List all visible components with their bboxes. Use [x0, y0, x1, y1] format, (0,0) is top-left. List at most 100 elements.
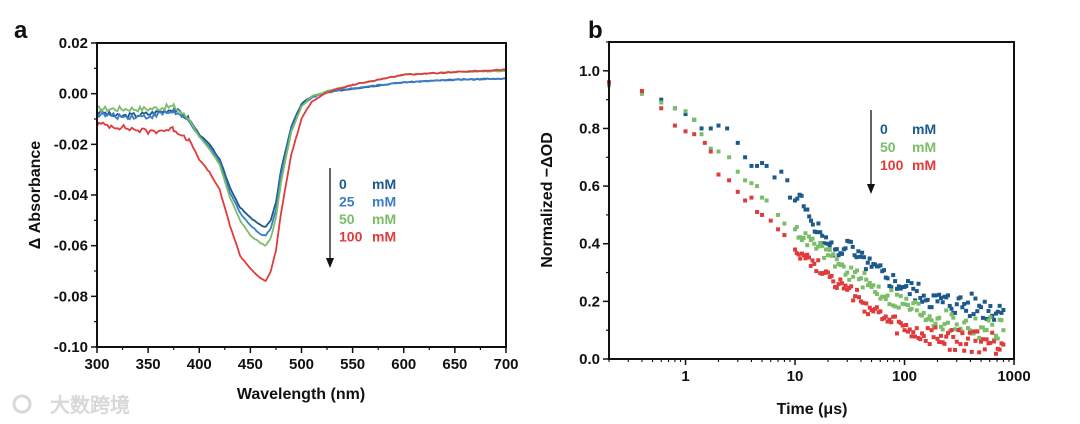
data-point-50mM	[925, 317, 930, 322]
data-point-50mM	[942, 322, 947, 327]
data-point-100mM	[878, 309, 883, 314]
data-point-50mM	[834, 257, 839, 262]
y-tick-label: 1.0	[579, 63, 600, 80]
panel-b-xlabel: Time (μs)	[777, 401, 848, 418]
data-point-50mM	[851, 274, 856, 279]
data-point-50mM	[898, 294, 903, 299]
data-point-0mM	[827, 243, 832, 248]
data-point-50mM	[849, 265, 854, 270]
data-point-50mM	[806, 234, 811, 239]
data-point-100mM	[949, 328, 954, 333]
data-point-100mM	[831, 279, 836, 284]
y-tick-label: -0.10	[54, 339, 88, 356]
data-point-0mM	[683, 112, 688, 117]
data-point-100mM	[735, 189, 740, 194]
data-point-100mM	[923, 338, 928, 343]
panel-a-frame	[96, 42, 507, 348]
data-point-50mM	[699, 132, 704, 137]
data-point-50mM	[798, 235, 803, 240]
data-point-0mM	[788, 195, 793, 200]
data-point-100mM	[834, 285, 839, 290]
data-point-50mM	[940, 327, 945, 332]
data-point-50mM	[894, 292, 899, 297]
data-point-0mM	[856, 249, 861, 254]
data-point-100mM	[743, 198, 748, 203]
data-point-100mM	[803, 256, 808, 261]
data-point-50mM	[810, 236, 815, 241]
data-point-100mM	[900, 323, 905, 328]
data-point-100mM	[812, 261, 817, 266]
legend-unit: mM	[372, 194, 396, 210]
data-point-100mM	[982, 347, 987, 352]
data-point-0mM	[793, 198, 798, 203]
data-point-100mM	[749, 195, 754, 200]
panel-b-frame	[608, 41, 1015, 360]
data-point-0mM	[867, 256, 872, 261]
series-line-100mM	[96, 68, 507, 282]
data-point-100mM	[716, 172, 721, 177]
data-point-50mM	[913, 299, 918, 304]
data-point-0mM	[809, 218, 814, 223]
data-point-0mM	[921, 293, 926, 298]
data-point-100mM	[942, 341, 947, 346]
data-point-0mM	[810, 222, 815, 227]
data-point-50mM	[825, 253, 830, 258]
data-point-100mM	[925, 326, 930, 331]
data-point-100mM	[944, 334, 949, 339]
data-point-0mM	[860, 250, 865, 255]
data-point-100mM	[973, 338, 978, 343]
data-point-100mM	[951, 334, 956, 339]
x-tick-label: 10	[787, 368, 804, 385]
data-point-0mM	[863, 267, 868, 272]
data-point-0mM	[980, 315, 985, 320]
data-point-100mM	[984, 337, 989, 342]
data-point-100mM	[836, 282, 841, 287]
data-point-0mM	[894, 286, 899, 291]
data-point-0mM	[807, 214, 812, 219]
series-line-0mM	[96, 77, 507, 228]
data-point-100mM	[920, 331, 925, 336]
data-point-50mM	[847, 277, 852, 282]
data-point-100mM	[768, 218, 773, 223]
data-point-0mM	[822, 241, 827, 246]
data-point-0mM	[969, 291, 974, 296]
data-point-100mM	[702, 140, 707, 145]
data-point-100mM	[909, 334, 914, 339]
data-point-50mM	[893, 304, 898, 309]
data-point-0mM	[954, 302, 959, 307]
data-point-50mM	[937, 315, 942, 320]
data-point-100mM	[659, 106, 664, 111]
data-point-50mM	[803, 231, 808, 236]
x-tick-label: 1000	[997, 368, 1030, 385]
data-point-0mM	[995, 309, 1000, 314]
data-point-100mM	[883, 314, 888, 319]
data-point-100mM	[793, 247, 798, 252]
data-point-0mM	[858, 254, 863, 259]
data-point-50mM	[949, 312, 954, 317]
data-point-50mM	[929, 318, 934, 323]
data-point-50mM	[659, 100, 664, 105]
data-point-100mM	[945, 331, 950, 336]
data-point-100mM	[964, 342, 969, 347]
data-point-100mM	[672, 123, 677, 128]
data-point-50mM	[906, 302, 911, 307]
y-tick-label: -0.02	[54, 136, 88, 153]
data-point-0mM	[820, 233, 825, 238]
data-point-50mM	[920, 313, 925, 318]
data-point-100mM	[755, 210, 760, 215]
data-point-0mM	[935, 299, 940, 304]
data-point-50mM	[827, 247, 832, 252]
data-point-0mM	[818, 230, 823, 235]
data-point-100mM	[893, 314, 898, 319]
y-tick-label: 0.8	[579, 120, 600, 137]
data-point-50mM	[799, 238, 804, 243]
data-point-100mM	[760, 212, 765, 217]
data-point-50mM	[801, 235, 806, 240]
data-point-50mM	[845, 270, 850, 275]
data-point-0mM	[772, 175, 777, 180]
data-point-50mM	[812, 241, 817, 246]
data-point-100mM	[776, 227, 781, 232]
data-point-50mM	[909, 306, 914, 311]
data-point-50mM	[984, 328, 989, 333]
